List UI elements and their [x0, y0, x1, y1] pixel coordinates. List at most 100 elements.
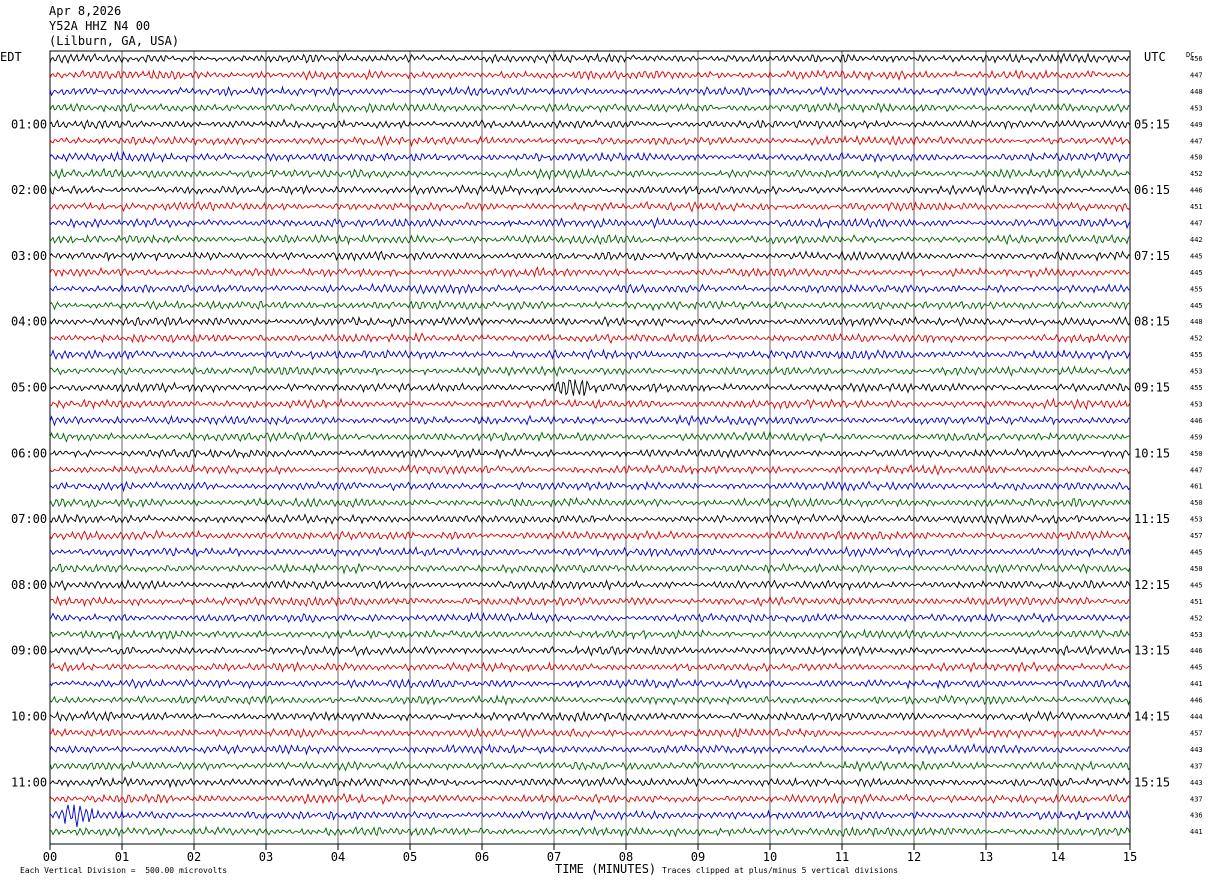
dc-offset-label: 443 — [1190, 779, 1203, 787]
seismic-trace — [49, 660, 1131, 674]
dc-offset-label: 450 — [1190, 450, 1203, 458]
seismic-trace — [49, 742, 1131, 756]
seismic-trace — [49, 118, 1131, 130]
x-tick-label: 13 — [979, 850, 993, 864]
station-location: (Lilburn, GA, USA) — [49, 34, 180, 48]
left-hour-label: 01:00 — [11, 117, 47, 131]
seismic-trace — [49, 299, 1131, 312]
x-tick-label: 08 — [619, 850, 633, 864]
x-tick-label: 05 — [403, 850, 417, 864]
dc-offset-label: 459 — [1190, 433, 1203, 441]
right-hour-label: 14:15 — [1134, 710, 1170, 724]
seismic-trace — [49, 266, 1131, 279]
seismic-trace — [49, 282, 1131, 296]
right-hour-label: 13:15 — [1134, 644, 1170, 658]
seismic-trace — [49, 414, 1131, 427]
dc-offset-label: 461 — [1190, 483, 1203, 491]
dc-offset-label: 447 — [1190, 137, 1203, 145]
seismic-trace — [49, 595, 1131, 608]
dc-offset-label: 451 — [1190, 598, 1203, 606]
scale-note: Each Vertical Division = 500.00 microvol… — [20, 866, 228, 875]
left-timezone-label: EDT — [0, 50, 22, 64]
dc-offset-label: 450 — [1190, 565, 1203, 573]
seismic-trace — [49, 250, 1131, 263]
seismic-trace — [49, 694, 1131, 706]
dc-offset-label: 445 — [1190, 664, 1203, 672]
seismic-trace — [49, 545, 1131, 559]
seismic-trace — [49, 496, 1131, 509]
dc-offset-label: 457 — [1190, 532, 1203, 540]
right-hour-label: 06:15 — [1134, 183, 1170, 197]
dc-offset-label: 448 — [1190, 318, 1203, 326]
seismic-trace — [49, 726, 1131, 740]
chart-date: Apr 8,2026 — [49, 4, 122, 18]
dc-offset-label: 436 — [1190, 812, 1203, 820]
seismic-trace — [49, 52, 1131, 65]
seismic-trace — [49, 379, 1131, 396]
seismic-trace — [49, 628, 1131, 641]
x-tick-label: 01 — [115, 850, 129, 864]
dc-offset-label: 452 — [1190, 170, 1203, 178]
dc-offset-label: 445 — [1190, 302, 1203, 310]
x-tick-label: 06 — [475, 850, 489, 864]
dc-offset-label: 450 — [1190, 499, 1203, 507]
right-hour-label: 07:15 — [1134, 249, 1170, 263]
dc-offset-label: 450 — [1190, 154, 1203, 162]
seismic-trace — [49, 397, 1131, 411]
seismic-trace — [49, 68, 1131, 82]
dc-offset-label: 445 — [1190, 549, 1203, 557]
dc-offset-label: 446 — [1190, 647, 1203, 655]
dc-header-label: DC — [1186, 51, 1194, 59]
plot-frame — [49, 50, 1131, 845]
seismic-trace — [49, 710, 1131, 723]
seismic-trace — [49, 529, 1131, 542]
clip-note: Traces clipped at plus/minus 5 vertical … — [662, 866, 899, 875]
left-hour-label: 02:00 — [11, 183, 47, 197]
seismic-trace — [49, 315, 1131, 328]
right-hour-label: 15:15 — [1134, 775, 1170, 789]
right-hour-label: 09:15 — [1134, 381, 1170, 395]
dc-offset-label: 457 — [1190, 729, 1203, 737]
right-hour-label: 05:15 — [1134, 117, 1170, 131]
dc-offset-label: 453 — [1190, 400, 1203, 408]
left-hour-label: 03:00 — [11, 249, 47, 263]
seismic-trace — [49, 562, 1131, 575]
seismic-trace — [49, 644, 1131, 657]
x-tick-label: 12 — [907, 850, 921, 864]
left-hour-label: 08:00 — [11, 578, 47, 592]
seismic-trace — [49, 167, 1131, 181]
dc-offset-label: 453 — [1190, 368, 1203, 376]
left-hour-label: 06:00 — [11, 446, 47, 460]
x-tick-label: 07 — [547, 850, 561, 864]
seismic-trace — [49, 134, 1131, 148]
dc-offset-label: 437 — [1190, 762, 1203, 770]
dc-offset-label: 442 — [1190, 236, 1203, 244]
seismic-trace — [49, 183, 1131, 197]
dc-offset-label: 451 — [1190, 203, 1203, 211]
dc-offset-label: 446 — [1190, 187, 1203, 195]
x-tick-label: 10 — [763, 850, 777, 864]
right-hour-label: 12:15 — [1134, 578, 1170, 592]
seismic-trace — [49, 430, 1131, 443]
seismic-trace — [49, 804, 1131, 828]
dc-offset-label: 447 — [1190, 466, 1203, 474]
dc-offset-label: 446 — [1190, 697, 1203, 705]
x-tick-label: 00 — [43, 850, 57, 864]
seismic-trace — [49, 348, 1131, 361]
seismic-trace — [49, 200, 1131, 213]
left-hour-label: 05:00 — [11, 381, 47, 395]
seismic-trace — [49, 825, 1131, 838]
dc-offset-label: 452 — [1190, 614, 1203, 622]
dc-offset-label: 448 — [1190, 88, 1203, 96]
seismic-trace — [49, 677, 1131, 690]
dc-offset-label: 445 — [1190, 581, 1203, 589]
seismic-trace — [49, 480, 1131, 493]
dc-offset-label: 446 — [1190, 417, 1203, 425]
dc-offset-label: 437 — [1190, 795, 1203, 803]
dc-offset-label: 441 — [1190, 828, 1203, 836]
x-tick-label: 15 — [1123, 850, 1137, 864]
dc-offset-label: 441 — [1190, 680, 1203, 688]
right-timezone-label: UTC — [1144, 50, 1166, 64]
seismic-trace — [49, 513, 1131, 526]
left-hour-label: 04:00 — [11, 315, 47, 329]
